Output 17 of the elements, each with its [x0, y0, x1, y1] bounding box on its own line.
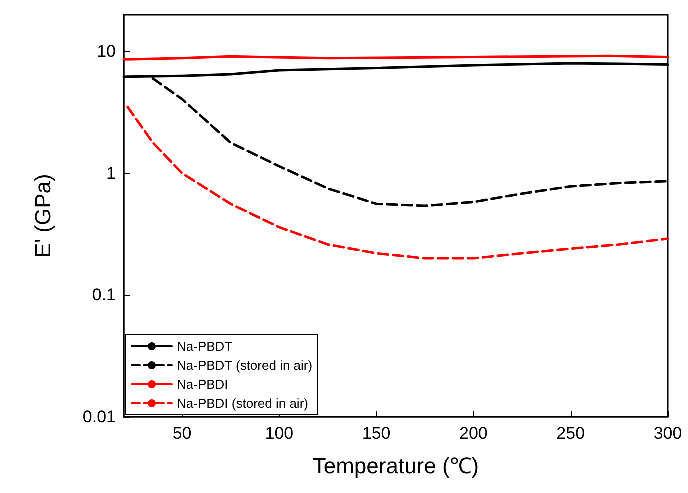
y-tick-label: 1	[106, 164, 116, 183]
x-axis-title: Temperature (℃)	[312, 454, 480, 478]
x-tick-label: 250	[556, 424, 586, 443]
line-series	[126, 106, 670, 260]
legend-label: Na-PBDI	[177, 377, 228, 392]
legend-label: Na-PBDT (stored in air)	[177, 358, 313, 373]
x-tick-label: 300	[654, 424, 682, 443]
y-tick-label: 10	[97, 42, 116, 62]
y-tick-label: 0.1	[92, 286, 116, 305]
x-tick-label: 100	[265, 424, 294, 443]
legend-label: Na-PBDT	[177, 339, 233, 354]
x-tick-label: 200	[460, 424, 488, 443]
x-tick-label: 150	[362, 424, 391, 443]
legend-label: Na-PBDI (stored in air)	[177, 396, 308, 411]
y-tick-label: 0.01	[82, 408, 116, 426]
x-tick-label: 50	[172, 424, 192, 443]
y-axis-title: E' (GPa)	[30, 174, 56, 258]
